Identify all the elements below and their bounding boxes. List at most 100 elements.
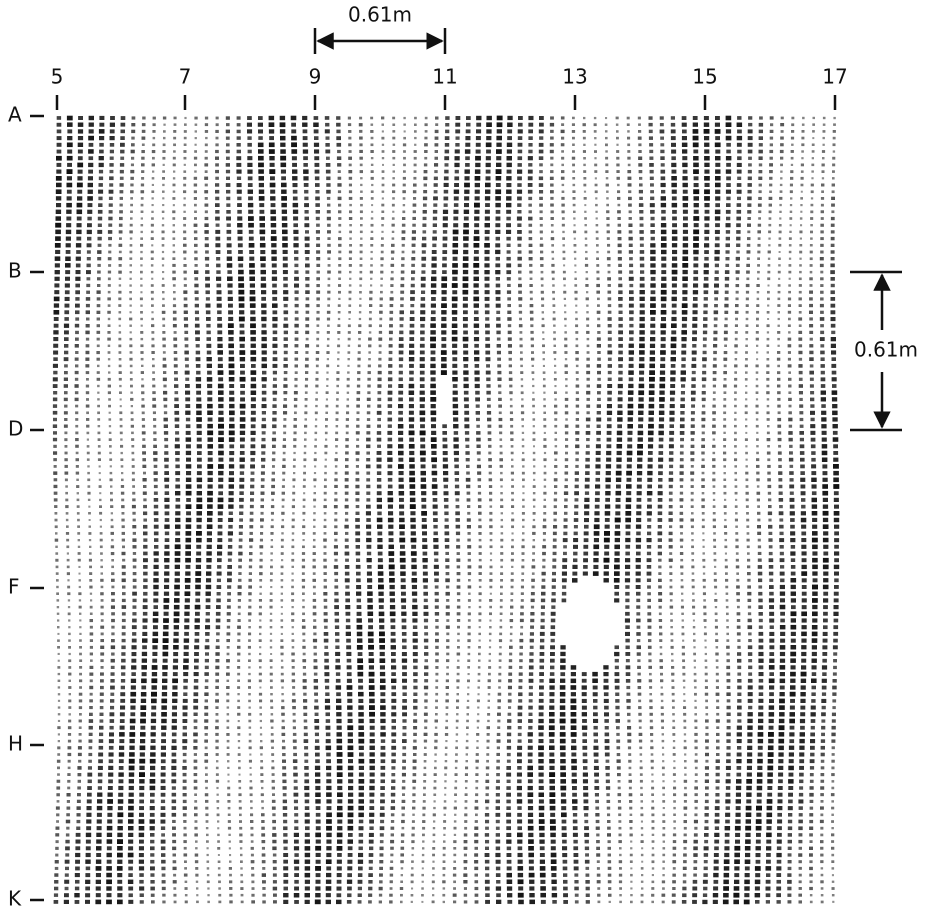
texture-glyph — [303, 679, 307, 683]
texture-glyph — [272, 760, 275, 762]
texture-glyph — [479, 552, 482, 555]
texture-glyph — [337, 840, 342, 844]
texture-glyph — [87, 479, 90, 482]
texture-glyph — [412, 800, 415, 803]
texture-glyph — [259, 666, 262, 668]
texture-glyph — [313, 592, 316, 595]
texture-glyph — [314, 129, 319, 133]
texture-glyph — [465, 787, 467, 789]
texture-glyph — [120, 438, 122, 440]
texture-glyph — [292, 512, 294, 514]
texture-glyph — [119, 358, 122, 361]
texture-glyph — [495, 853, 500, 857]
texture-glyph — [398, 398, 403, 402]
texture-glyph — [357, 645, 363, 650]
texture-glyph — [475, 190, 480, 194]
texture-glyph — [55, 833, 59, 836]
texture-glyph — [161, 726, 166, 730]
texture-glyph — [489, 660, 491, 662]
texture-glyph — [206, 605, 211, 609]
texture-glyph — [399, 344, 404, 348]
texture-glyph — [261, 492, 265, 495]
texture-glyph — [359, 318, 361, 320]
texture-glyph — [474, 243, 480, 248]
texture-glyph — [97, 290, 101, 294]
texture-glyph — [366, 431, 370, 434]
texture-glyph — [368, 894, 372, 897]
texture-glyph — [79, 626, 81, 628]
texture-glyph — [303, 169, 309, 174]
texture-glyph — [240, 384, 245, 388]
texture-glyph — [335, 619, 339, 623]
texture-glyph — [452, 270, 458, 275]
texture-glyph — [370, 766, 375, 770]
texture-glyph — [283, 418, 286, 421]
texture-glyph — [358, 853, 363, 857]
texture-glyph — [368, 625, 373, 629]
texture-glyph — [347, 699, 352, 703]
texture-glyph — [108, 244, 111, 247]
texture-glyph — [349, 244, 352, 247]
texture-glyph — [453, 867, 456, 870]
texture-glyph — [55, 532, 58, 534]
texture-glyph — [240, 860, 243, 863]
texture-glyph — [400, 291, 404, 294]
texture-glyph — [154, 518, 159, 522]
texture-glyph — [259, 619, 261, 621]
texture-glyph — [75, 331, 79, 334]
texture-glyph — [432, 484, 438, 489]
texture-glyph — [291, 612, 294, 615]
texture-glyph — [366, 445, 370, 449]
texture-glyph — [291, 136, 297, 141]
texture-glyph — [162, 679, 167, 683]
texture-glyph — [402, 746, 406, 749]
texture-glyph — [205, 277, 210, 281]
texture-glyph — [424, 626, 428, 629]
texture-glyph — [186, 437, 192, 441]
texture-glyph — [272, 813, 275, 816]
texture-glyph — [380, 712, 385, 716]
texture-glyph — [238, 592, 242, 595]
texture-glyph — [248, 659, 251, 662]
texture-glyph — [97, 806, 103, 810]
texture-glyph — [100, 539, 103, 542]
texture-glyph — [411, 270, 415, 274]
texture-glyph — [441, 310, 446, 314]
texture-glyph — [283, 391, 287, 394]
texture-glyph — [262, 847, 265, 850]
texture-glyph — [443, 860, 446, 863]
texture-glyph — [194, 766, 198, 769]
texture-glyph — [186, 478, 191, 482]
texture-glyph — [334, 552, 338, 556]
texture-glyph — [489, 478, 493, 481]
texture-glyph — [356, 472, 360, 475]
texture-glyph — [433, 223, 437, 227]
texture-glyph — [467, 505, 470, 508]
texture-glyph — [100, 646, 104, 649]
texture-glyph — [194, 652, 199, 656]
texture-glyph — [327, 237, 330, 240]
texture-glyph — [239, 498, 244, 502]
texture-glyph — [53, 364, 58, 368]
texture-glyph — [186, 531, 192, 536]
texture-glyph — [391, 780, 395, 784]
texture-glyph — [315, 786, 320, 790]
texture-glyph — [205, 747, 208, 750]
texture-glyph — [388, 525, 393, 529]
texture-glyph — [172, 210, 175, 213]
texture-glyph — [259, 579, 262, 582]
texture-glyph — [292, 539, 294, 541]
texture-glyph — [183, 706, 188, 710]
texture-glyph — [402, 733, 406, 736]
texture-glyph — [259, 599, 262, 602]
texture-glyph — [131, 679, 136, 683]
texture-glyph — [488, 438, 492, 441]
texture-glyph — [382, 164, 384, 166]
texture-glyph — [77, 176, 82, 180]
texture-glyph — [270, 659, 273, 662]
texture-glyph — [356, 559, 360, 563]
texture-glyph — [239, 840, 242, 843]
texture-glyph — [141, 378, 143, 380]
texture-glyph — [366, 532, 371, 536]
texture-glyph — [326, 759, 331, 763]
